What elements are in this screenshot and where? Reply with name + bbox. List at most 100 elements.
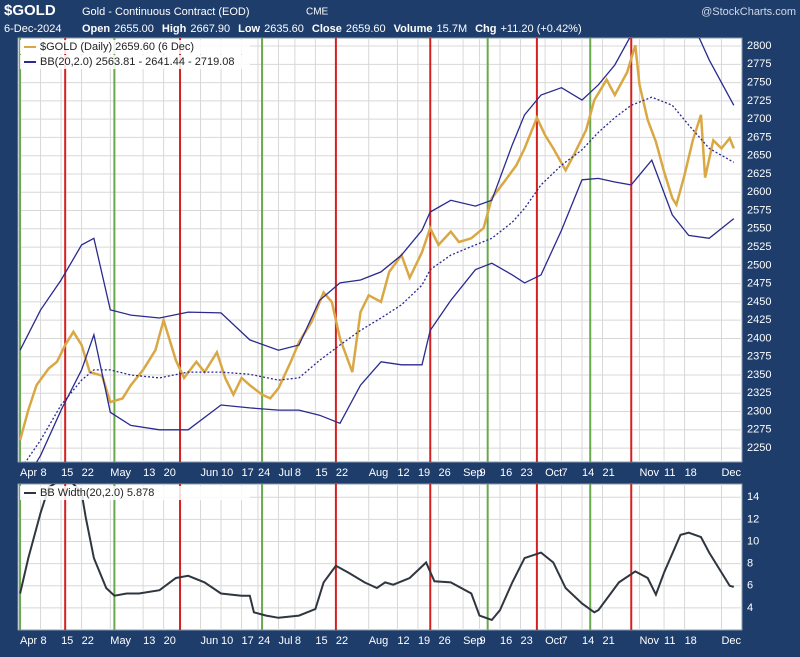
y-tick-label: 2275	[747, 424, 771, 436]
quote-value: 2659.60	[346, 23, 386, 35]
legend-entry: BB Width(20,2.0) 5.878	[40, 487, 154, 499]
x-tick-label: 16	[500, 635, 512, 647]
x-tick-label: 12	[397, 467, 409, 479]
description: Gold - Continuous Contract (EOD)	[82, 6, 250, 18]
x-tick-label: May	[110, 635, 131, 647]
y-tick-label: 8	[747, 558, 753, 570]
quote-label: Volume	[394, 23, 433, 35]
x-tick-label: 21	[603, 635, 615, 647]
panel	[17, 37, 743, 463]
x-tick-label: 9	[479, 467, 485, 479]
x-tick-label: 18	[685, 635, 697, 647]
x-tick-label: Sep	[463, 467, 483, 479]
y-tick-label: 2250	[747, 442, 771, 454]
x-tick-label: 13	[143, 635, 155, 647]
x-tick-label: 17	[242, 635, 254, 647]
x-tick-label: 8	[295, 635, 301, 647]
x-tick-label: Apr	[20, 635, 37, 647]
y-tick-label: 2775	[747, 58, 771, 70]
x-tick-label: Nov	[639, 467, 659, 479]
quote-bar: Open 2655.00 High 2667.90 Low 2635.60 Close 265…	[82, 23, 582, 35]
x-tick-label: 17	[242, 467, 254, 479]
y-tick-label: 2600	[747, 186, 771, 198]
y-tick-label: 2750	[747, 76, 771, 88]
legend-entry: $GOLD (Daily) 2659.60 (6 Dec)	[40, 41, 194, 53]
y-tick-label: 2375	[747, 351, 771, 363]
y-tick-label: 12	[747, 513, 759, 525]
x-tick-label: 26	[438, 467, 450, 479]
x-tick-label: 15	[61, 635, 73, 647]
x-tick-label: 26	[438, 635, 450, 647]
y-tick-label: 4	[747, 602, 753, 614]
y-tick-label: 2300	[747, 405, 771, 417]
x-tick-label: 11	[664, 635, 675, 647]
x-tick-label: Apr	[20, 467, 37, 479]
x-tick-label: Oct	[545, 467, 562, 479]
legend-bg	[20, 55, 250, 69]
legend-bg	[20, 40, 250, 54]
x-tick-label: 20	[164, 635, 176, 647]
x-tick-label: 22	[336, 635, 348, 647]
x-tick-label: Dec	[721, 635, 741, 647]
x-tick-label: 14	[582, 467, 594, 479]
y-tick-label: 2700	[747, 113, 771, 125]
x-tick-label: Jul	[278, 467, 292, 479]
y-tick-label: 2425	[747, 314, 771, 326]
quote-label: High	[162, 23, 187, 35]
x-tick-label: 22	[336, 467, 348, 479]
x-tick-label: 15	[315, 635, 327, 647]
x-tick-label: 19	[418, 635, 430, 647]
x-tick-label: Jun	[201, 635, 219, 647]
x-tick-label: 16	[500, 467, 512, 479]
x-tick-label: 21	[603, 467, 615, 479]
y-tick-label: 2800	[747, 40, 771, 52]
y-tick-label: 2550	[747, 223, 771, 235]
plot-area	[18, 38, 742, 462]
x-tick-label: 7	[562, 467, 568, 479]
x-tick-label: 10	[221, 635, 233, 647]
x-tick-label: 9	[479, 635, 485, 647]
x-tick-label: 7	[562, 635, 568, 647]
legend-bg	[20, 486, 250, 500]
quote-value: +11.20 (+0.42%)	[501, 23, 582, 35]
panel	[17, 483, 743, 631]
price-line	[18, 44, 735, 441]
y-tick-label: 2625	[747, 168, 771, 180]
quote-date: 6-Dec-2024	[4, 23, 61, 35]
y-tick-label: 2475	[747, 278, 771, 290]
y-tick-label: 2675	[747, 131, 771, 143]
x-tick-label: May	[110, 467, 131, 479]
x-tick-label: 14	[582, 635, 594, 647]
x-tick-label: 19	[418, 467, 430, 479]
x-tick-label: Oct	[545, 635, 562, 647]
plot-area	[18, 484, 742, 630]
x-tick-label: 15	[315, 467, 327, 479]
x-tick-label: 10	[221, 467, 233, 479]
symbol: $GOLD	[4, 2, 56, 19]
x-tick-label: 13	[143, 467, 155, 479]
y-tick-label: 2400	[747, 332, 771, 344]
y-tick-label: 10	[747, 535, 759, 547]
y-tick-label: 2350	[747, 369, 771, 381]
x-tick-label: Jun	[201, 467, 219, 479]
x-tick-label: 23	[520, 467, 532, 479]
x-tick-label: 18	[685, 467, 697, 479]
y-tick-label: 2525	[747, 241, 771, 253]
exchange: CME	[306, 7, 329, 18]
x-tick-label: 22	[82, 467, 94, 479]
y-tick-label: 2325	[747, 387, 771, 399]
x-tick-label: 15	[61, 467, 73, 479]
quote-label: Open	[82, 23, 110, 35]
x-tick-label: Aug	[369, 635, 389, 647]
quote-value: 2655.00	[114, 23, 154, 35]
x-tick-label: Jul	[278, 635, 292, 647]
y-tick-label: 2575	[747, 204, 771, 216]
x-tick-label: 23	[520, 635, 532, 647]
y-tick-label: 6	[747, 580, 753, 592]
x-tick-label: 8	[41, 467, 47, 479]
y-tick-label: 2500	[747, 259, 771, 271]
x-tick-label: 8	[295, 467, 301, 479]
x-tick-label: 11	[664, 467, 675, 479]
x-tick-label: 24	[258, 635, 270, 647]
x-tick-label: 8	[41, 635, 47, 647]
